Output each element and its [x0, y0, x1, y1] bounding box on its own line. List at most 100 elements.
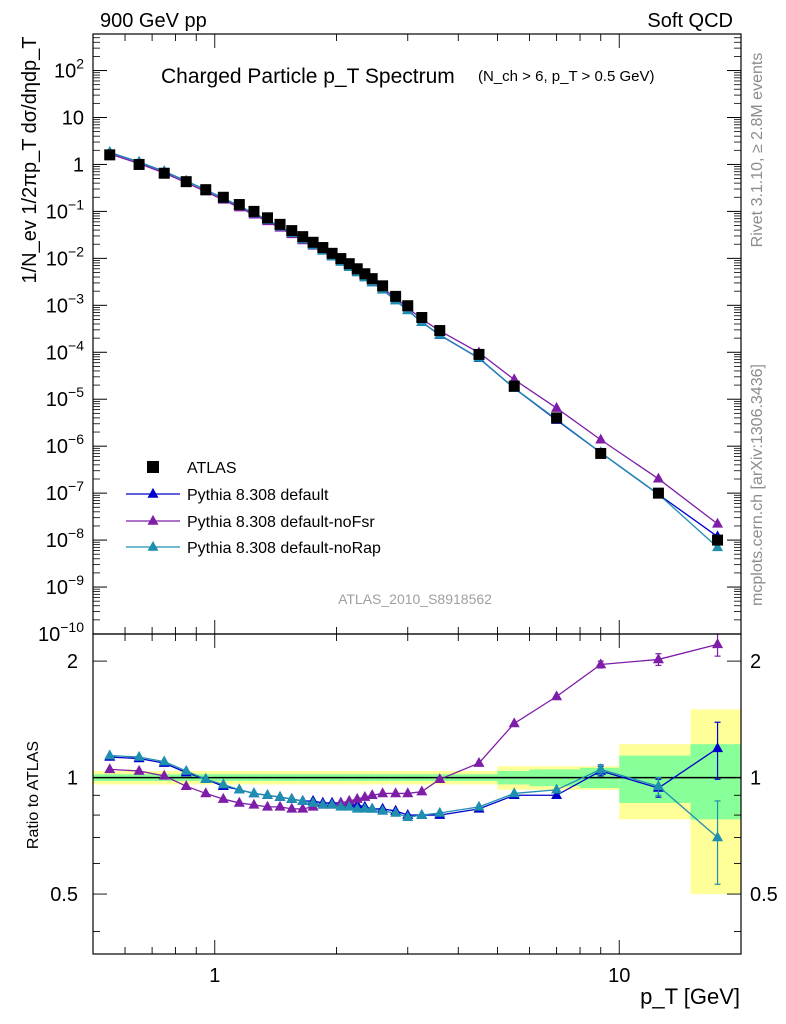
series-line [109, 151, 718, 538]
y-tick-label: 10−7 [46, 478, 84, 505]
triangle-marker [508, 787, 520, 798]
y-tick-label: 10−9 [46, 572, 84, 599]
square-marker [434, 325, 446, 337]
square-marker [317, 242, 329, 254]
triangle-marker [104, 763, 116, 774]
ratio-series [104, 634, 724, 885]
triangle-marker [261, 789, 273, 800]
energy-label: 900 GeV pp [100, 10, 207, 32]
x-tick-label: 1 [209, 965, 220, 987]
square-marker [366, 273, 378, 285]
x-axis-label: p_T [GeV] [640, 984, 740, 1009]
process-label: Soft QCD [647, 10, 733, 32]
square-marker [351, 263, 363, 275]
square-marker [297, 231, 309, 243]
y-tick-label: 10−1 [46, 196, 84, 223]
legend-label: Pythia 8.308 default-noRap [187, 540, 381, 557]
chart-title-text: Charged Particle p_T Spectrum [161, 65, 455, 88]
square-marker [712, 534, 724, 546]
triangle-marker [434, 806, 446, 817]
triangle-marker [326, 798, 338, 809]
square-marker [359, 268, 371, 280]
triangle-marker [351, 802, 363, 813]
triangle-marker [402, 811, 414, 821]
triangle-marker [377, 804, 389, 815]
square-marker [416, 312, 428, 324]
square-marker [508, 380, 520, 392]
chart-subtitle: (N_ch > 6, p_T > 0.5 GeV) [478, 68, 654, 85]
y-tick-label: 10−8 [46, 525, 84, 552]
triangle-marker [652, 653, 664, 664]
square-marker [326, 247, 338, 259]
y-tick-label: 10−2 [46, 243, 84, 270]
triangle-marker [343, 794, 355, 805]
triangle-marker [390, 806, 402, 817]
square-marker [180, 176, 192, 188]
triangle-marker [217, 778, 229, 789]
square-marker [274, 218, 286, 230]
triangle-marker [712, 517, 724, 528]
square-marker [147, 461, 159, 473]
triangle-marker [217, 792, 229, 803]
legend-label: Pythia 8.308 default-noFsr [187, 514, 375, 531]
square-marker [217, 191, 229, 203]
triangle-marker [366, 802, 378, 813]
rivet-label: Rivet 3.1.10, ≥ 2.8M events [749, 53, 766, 248]
y-tick-label: 102 [54, 56, 84, 83]
triangle-marker [390, 787, 402, 798]
y-tick-label: 10 [62, 107, 84, 129]
square-marker [248, 205, 260, 217]
triangle-marker [473, 756, 485, 767]
y-tick-label: 10−6 [46, 431, 84, 458]
legend-label: ATLAS [187, 460, 237, 477]
triangle-marker [335, 800, 347, 811]
y-tick-label: 10−10 [38, 619, 84, 646]
triangle-marker [551, 690, 563, 701]
triangle-marker [473, 800, 485, 811]
triangle-marker [147, 514, 159, 525]
triangle-marker [595, 658, 607, 669]
x-ticks [92, 34, 742, 954]
ratio-tick-label: 1 [67, 768, 78, 790]
triangle-marker [359, 802, 371, 813]
main-y-ticks [93, 33, 741, 635]
analysis-id: ATLAS_2010_S8918562 [338, 591, 492, 607]
triangle-marker [147, 540, 159, 551]
square-marker [335, 253, 347, 265]
triangle-marker [551, 401, 563, 412]
tick-labels: 10−10 10−9 10−8 10−7 10−6 10−5 10−4 10−3 10−2 10−… [38, 56, 778, 987]
triangle-marker [434, 773, 446, 784]
triangle-marker [158, 769, 170, 780]
triangle-marker [343, 800, 355, 811]
triangle-marker [261, 800, 273, 811]
ratio-tick-label: 2 [67, 651, 78, 673]
ratio-tick-label-right: 1 [750, 768, 761, 790]
triangle-marker [286, 792, 298, 803]
y-axis-label: 1/N_ev 1/2πp_T dσ/dηdp_T [19, 36, 41, 283]
triangle-marker [233, 783, 245, 794]
triangle-marker [104, 749, 116, 760]
triangle-marker [551, 789, 563, 800]
square-marker [158, 167, 170, 179]
square-marker [133, 158, 145, 170]
square-marker [104, 149, 116, 161]
triangle-marker [712, 831, 724, 842]
triangle-marker [147, 487, 159, 498]
triangle-marker [133, 750, 145, 761]
square-marker [402, 300, 414, 312]
triangle-marker [712, 638, 724, 649]
triangle-marker [274, 800, 286, 811]
square-marker [286, 225, 298, 237]
square-marker [261, 212, 273, 224]
square-marker [473, 348, 485, 360]
triangle-marker [712, 742, 724, 753]
triangle-marker [366, 789, 378, 800]
triangle-marker [248, 787, 260, 798]
triangle-marker [416, 808, 428, 819]
square-marker [551, 412, 563, 424]
mcplots-label: mcplots.cern.ch [arXiv:1306.3436] [749, 364, 766, 606]
y-tick-label: 1 [73, 154, 84, 176]
ratio-y-axis-label: Ratio to ATLAS [25, 741, 42, 849]
ratio-tick-label: 0.5 [50, 884, 78, 906]
